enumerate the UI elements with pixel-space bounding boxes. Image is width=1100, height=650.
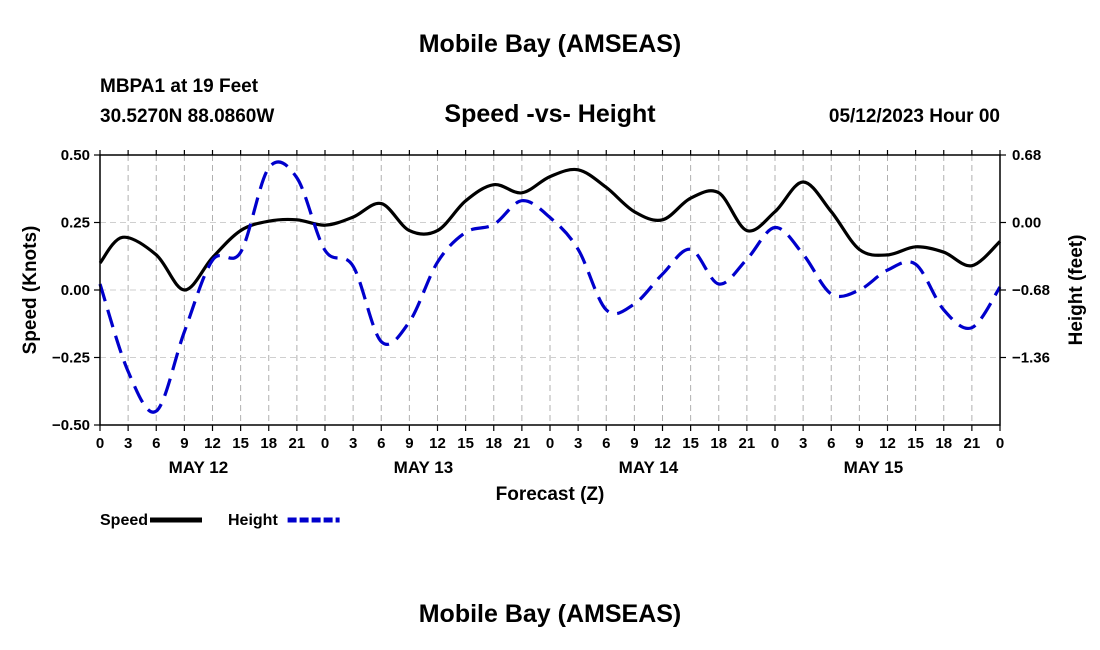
x-tick-label: 0	[96, 435, 104, 452]
y-right-tick-label: 0.68	[1012, 147, 1041, 164]
x-tick-label: 15	[457, 435, 474, 452]
x-tick-label: 6	[152, 435, 160, 452]
x-tick-label: 6	[602, 435, 610, 452]
x-axis-label: Forecast (Z)	[496, 484, 605, 505]
station-coordinates: 30.5270N 88.0860W	[100, 106, 275, 127]
y-left-tick-label: 0.00	[61, 282, 90, 299]
x-tick-label: 21	[289, 435, 306, 452]
chart-title: Mobile Bay (AMSEAS)	[418, 30, 682, 58]
y-left-tick-label: −0.25	[52, 350, 90, 367]
forecast-datetime: 05/12/2023 Hour 00	[828, 106, 1000, 127]
y-axis-left-label: Speed (Knots)	[20, 226, 41, 355]
x-tick-label: 0	[546, 435, 554, 452]
x-tick-label: 12	[654, 435, 671, 452]
y-right-tick-label: 0.00	[1012, 215, 1041, 232]
x-tick-label: 6	[377, 435, 385, 452]
x-tick-label: 0	[996, 435, 1004, 452]
x-tick-label: 9	[855, 435, 863, 452]
y-left-tick-label: 0.50	[61, 147, 90, 164]
x-tick-label: 12	[204, 435, 221, 452]
legend-label-speed: Speed	[100, 512, 148, 529]
x-day-label: MAY 12	[169, 458, 229, 477]
x-tick-label: 15	[907, 435, 924, 452]
x-tick-label: 18	[485, 435, 502, 452]
x-day-label: MAY 15	[844, 458, 904, 477]
chart-grid	[100, 154, 1000, 425]
x-tick-label: 21	[514, 435, 531, 452]
x-tick-label: 18	[710, 435, 727, 452]
x-tick-label: 21	[739, 435, 756, 452]
x-tick-label: 9	[180, 435, 188, 452]
x-tick-label: 9	[630, 435, 638, 452]
y-axis-right-label: Height (feet)	[1066, 235, 1087, 346]
series-line-height	[98, 160, 1002, 414]
y-right-tick-label: −1.36	[1012, 350, 1050, 367]
x-tick-label: 18	[935, 435, 952, 452]
x-tick-label: 3	[349, 435, 357, 452]
station-label: MBPA1 at 19 Feet	[100, 76, 259, 97]
x-day-label: MAY 13	[394, 458, 454, 477]
chart-series	[98, 160, 1002, 414]
legend-label-height: Height	[228, 512, 278, 529]
legend: Speed Height	[100, 512, 340, 529]
x-tick-label: 18	[260, 435, 277, 452]
x-tick-label: 0	[321, 435, 329, 452]
x-tick-label: 6	[827, 435, 835, 452]
axis-ticks: 0 3 6 9 12 15 18 21 0 3 6 9 12 15 18 21 0 3 6 9 12 15 18 21 0 3 6 9…	[52, 147, 1050, 477]
x-tick-label: 21	[964, 435, 981, 452]
y-left-tick-label: −0.50	[52, 417, 90, 434]
x-tick-label: 9	[405, 435, 413, 452]
x-tick-label: 3	[124, 435, 132, 452]
x-tick-label: 3	[799, 435, 807, 452]
y-right-tick-label: −0.68	[1012, 282, 1050, 299]
x-tick-label: 15	[682, 435, 699, 452]
footer-title: Mobile Bay (AMSEAS)	[418, 600, 682, 628]
y-left-tick-label: 0.25	[61, 215, 90, 232]
x-tick-label: 15	[232, 435, 249, 452]
x-tick-label: 3	[574, 435, 582, 452]
x-day-label: MAY 14	[619, 458, 679, 477]
x-tick-label: 12	[879, 435, 896, 452]
x-tick-label: 12	[429, 435, 446, 452]
chart-subtitle: Speed -vs- Height	[444, 100, 656, 128]
x-tick-label: 0	[771, 435, 779, 452]
